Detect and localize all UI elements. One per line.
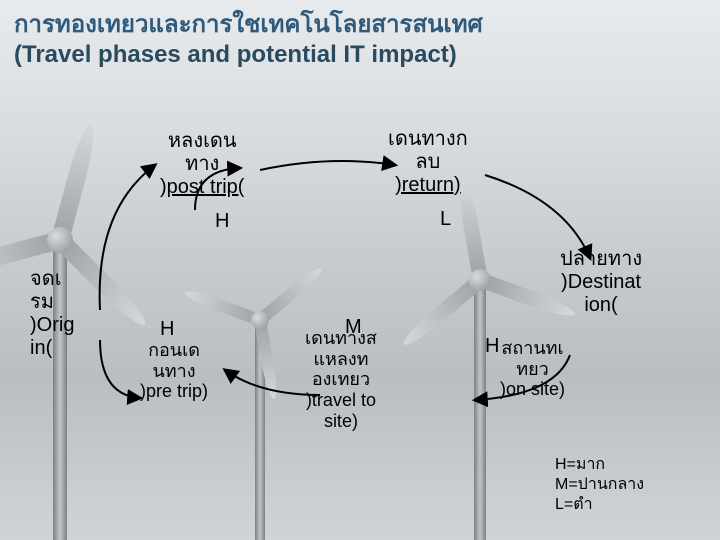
origin-l1: จดเ: [30, 268, 74, 291]
impact-travel: M: [345, 316, 362, 339]
origin-l4: in(: [30, 337, 74, 360]
pretrip-l1: กอนเด: [140, 340, 208, 361]
posttrip-l2: ทาง: [160, 153, 244, 176]
return-l3: )return): [388, 174, 468, 197]
impact-pretrip: H: [160, 318, 174, 341]
arrow-posttrip-to-return: [260, 161, 395, 170]
node-posttrip: หลงเดน ทาง )post trip(: [160, 130, 244, 199]
arrow-origin-to-pretrip-down: [100, 340, 140, 398]
legend-l: L=ตำ: [555, 495, 644, 515]
posttrip-l1: หลงเดน: [160, 130, 244, 153]
node-pretrip: กอนเด นทาง )pre trip): [140, 340, 208, 402]
pretrip-l2: นทาง: [140, 361, 208, 382]
return-l1: เดนทางก: [388, 128, 468, 151]
posttrip-l3: )post trip(: [160, 176, 244, 199]
node-destination: ปลายทาง )Destinat ion(: [560, 248, 642, 317]
travel-l2: แหลงท: [305, 349, 377, 370]
destination-l3: ion(: [560, 294, 642, 317]
travel-l4: )travel to: [305, 390, 377, 411]
impact-onsite: H: [485, 335, 499, 358]
onsite-l3: )on site): [500, 379, 565, 400]
legend: H=มาก M=ปานกลาง L=ตำ: [555, 455, 644, 515]
destination-l1: ปลายทาง: [560, 248, 642, 271]
origin-l3: )Orig: [30, 314, 74, 337]
origin-l2: รม: [30, 291, 74, 314]
onsite-l2: ทยว: [500, 359, 565, 380]
travel-l3: องเทยว: [305, 369, 377, 390]
legend-m: M=ปานกลาง: [555, 475, 644, 495]
legend-h: H=มาก: [555, 455, 644, 475]
pretrip-l3: )pre trip): [140, 381, 208, 402]
node-origin: จดเ รม )Orig in(: [30, 268, 74, 360]
travel-l1: เดนทางส: [305, 328, 377, 349]
arrow-return-to-destination: [485, 175, 590, 258]
impact-return: L: [440, 208, 451, 231]
impact-posttrip: H: [215, 210, 229, 233]
onsite-l1: สถานทเ: [500, 338, 565, 359]
node-return: เดนทางก ลบ )return): [388, 128, 468, 197]
return-l2: ลบ: [388, 151, 468, 174]
destination-l2: )Destinat: [560, 271, 642, 294]
node-travel: เดนทางส แหลงท องเทยว )travel to site): [305, 328, 377, 431]
travel-l5: site): [305, 411, 377, 432]
node-onsite: สถานทเ ทยว )on site): [500, 338, 565, 400]
arrow-origin-to-posttrip-up: [100, 165, 155, 310]
travel-cycle-diagram: จดเ รม )Orig in( หลงเดน ทาง )post trip( …: [0, 0, 720, 540]
